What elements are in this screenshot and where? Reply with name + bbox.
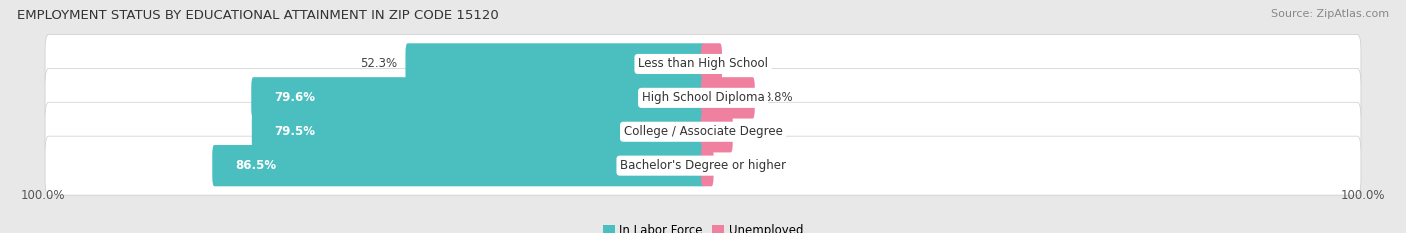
Text: 8.8%: 8.8% [763, 91, 793, 104]
FancyBboxPatch shape [45, 68, 1361, 127]
FancyBboxPatch shape [45, 136, 1361, 195]
FancyBboxPatch shape [702, 77, 755, 119]
Text: 52.3%: 52.3% [360, 58, 398, 70]
Text: Less than High School: Less than High School [638, 58, 768, 70]
FancyBboxPatch shape [405, 43, 704, 85]
Text: 100.0%: 100.0% [1340, 189, 1385, 202]
Text: 4.9%: 4.9% [741, 125, 770, 138]
Text: Bachelor's Degree or higher: Bachelor's Degree or higher [620, 159, 786, 172]
Text: 79.5%: 79.5% [274, 125, 315, 138]
FancyBboxPatch shape [45, 102, 1361, 161]
FancyBboxPatch shape [212, 145, 704, 186]
FancyBboxPatch shape [252, 111, 704, 152]
FancyBboxPatch shape [702, 145, 713, 186]
Text: 100.0%: 100.0% [21, 189, 66, 202]
Text: College / Associate Degree: College / Associate Degree [624, 125, 782, 138]
FancyBboxPatch shape [702, 43, 723, 85]
Text: 79.6%: 79.6% [274, 91, 315, 104]
Text: Source: ZipAtlas.com: Source: ZipAtlas.com [1271, 9, 1389, 19]
Text: 86.5%: 86.5% [235, 159, 276, 172]
FancyBboxPatch shape [252, 77, 704, 119]
FancyBboxPatch shape [702, 111, 733, 152]
Text: EMPLOYMENT STATUS BY EDUCATIONAL ATTAINMENT IN ZIP CODE 15120: EMPLOYMENT STATUS BY EDUCATIONAL ATTAINM… [17, 9, 499, 22]
Legend: In Labor Force, Unemployed: In Labor Force, Unemployed [598, 219, 808, 233]
Text: 3.0%: 3.0% [730, 58, 759, 70]
FancyBboxPatch shape [45, 34, 1361, 93]
Text: 1.5%: 1.5% [721, 159, 752, 172]
Text: High School Diploma: High School Diploma [641, 91, 765, 104]
